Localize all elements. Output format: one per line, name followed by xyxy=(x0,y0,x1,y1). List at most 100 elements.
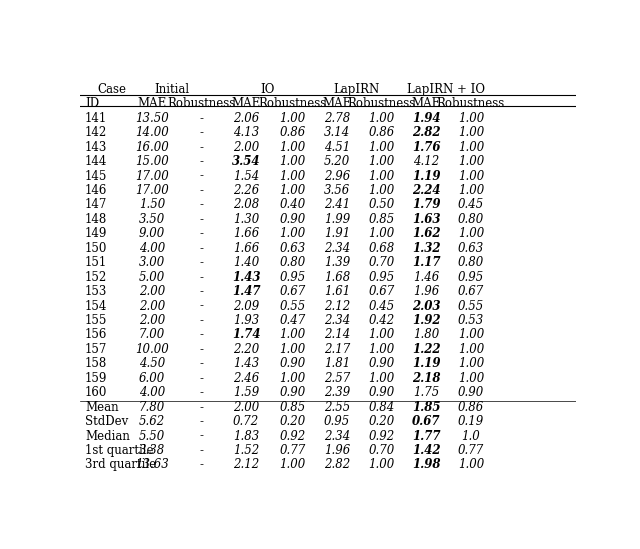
Text: 155: 155 xyxy=(85,314,108,327)
Text: 0.20: 0.20 xyxy=(279,415,305,428)
Text: 0.63: 0.63 xyxy=(279,242,305,255)
Text: ID: ID xyxy=(85,97,99,110)
Text: 1.00: 1.00 xyxy=(369,372,395,385)
Text: 0.63: 0.63 xyxy=(458,242,484,255)
Text: 0.42: 0.42 xyxy=(369,314,395,327)
Text: 2.03: 2.03 xyxy=(412,300,440,312)
Text: Mean: Mean xyxy=(85,401,118,414)
Text: 1.62: 1.62 xyxy=(412,227,440,240)
Text: 7.80: 7.80 xyxy=(139,401,165,414)
Text: 1.66: 1.66 xyxy=(233,242,259,255)
Text: 1.39: 1.39 xyxy=(324,256,350,269)
Text: MAE: MAE xyxy=(412,97,441,110)
Text: 0.55: 0.55 xyxy=(279,300,305,312)
Text: 1.61: 1.61 xyxy=(324,285,350,298)
Text: 0.67: 0.67 xyxy=(369,285,395,298)
Text: 1.00: 1.00 xyxy=(458,227,484,240)
Text: -: - xyxy=(200,184,204,197)
Text: 0.77: 0.77 xyxy=(279,444,305,457)
Text: 1.96: 1.96 xyxy=(413,285,439,298)
Text: 152: 152 xyxy=(85,271,108,284)
Text: 10.00: 10.00 xyxy=(135,343,169,356)
Text: -: - xyxy=(200,227,204,240)
Text: 5.00: 5.00 xyxy=(139,271,165,284)
Text: 2.24: 2.24 xyxy=(412,184,440,197)
Text: 0.19: 0.19 xyxy=(458,415,484,428)
Text: 1.00: 1.00 xyxy=(369,184,395,197)
Text: 1.17: 1.17 xyxy=(412,256,440,269)
Text: 0.90: 0.90 xyxy=(369,357,395,371)
Text: 7.00: 7.00 xyxy=(139,328,165,341)
Text: 0.70: 0.70 xyxy=(369,256,395,269)
Text: -: - xyxy=(200,285,204,298)
Text: 1.66: 1.66 xyxy=(233,227,259,240)
Text: 0.95: 0.95 xyxy=(458,271,484,284)
Text: 1.0: 1.0 xyxy=(461,430,480,442)
Text: 1.77: 1.77 xyxy=(412,430,440,442)
Text: 149: 149 xyxy=(85,227,108,240)
Text: 159: 159 xyxy=(85,372,108,385)
Text: 1.00: 1.00 xyxy=(279,112,305,125)
Text: 143: 143 xyxy=(85,141,108,154)
Text: 1.00: 1.00 xyxy=(458,458,484,472)
Text: 1.00: 1.00 xyxy=(279,170,305,183)
Text: 1.22: 1.22 xyxy=(412,343,440,356)
Text: 0.85: 0.85 xyxy=(279,401,305,414)
Text: 4.00: 4.00 xyxy=(139,386,165,399)
Text: -: - xyxy=(200,415,204,428)
Text: 0.40: 0.40 xyxy=(279,198,305,211)
Text: 1.00: 1.00 xyxy=(458,184,484,197)
Text: 2.00: 2.00 xyxy=(233,141,259,154)
Text: -: - xyxy=(200,300,204,312)
Text: 4.13: 4.13 xyxy=(233,126,259,139)
Text: Median: Median xyxy=(85,430,130,442)
Text: 0.95: 0.95 xyxy=(369,271,395,284)
Text: -: - xyxy=(200,213,204,226)
Text: -: - xyxy=(200,126,204,139)
Text: 141: 141 xyxy=(85,112,108,125)
Text: 2.57: 2.57 xyxy=(324,372,350,385)
Text: 1.93: 1.93 xyxy=(233,314,259,327)
Text: -: - xyxy=(200,343,204,356)
Text: Case: Case xyxy=(98,83,127,96)
Text: 1.96: 1.96 xyxy=(324,444,350,457)
Text: 1.00: 1.00 xyxy=(369,328,395,341)
Text: -: - xyxy=(200,386,204,399)
Text: 1.94: 1.94 xyxy=(412,112,440,125)
Text: 2.55: 2.55 xyxy=(324,401,350,414)
Text: -: - xyxy=(200,256,204,269)
Text: 0.90: 0.90 xyxy=(458,386,484,399)
Text: 0.86: 0.86 xyxy=(279,126,305,139)
Text: 2.46: 2.46 xyxy=(233,372,259,385)
Text: 2.34: 2.34 xyxy=(324,430,350,442)
Text: 3rd quartile: 3rd quartile xyxy=(85,458,156,472)
Text: 0.80: 0.80 xyxy=(458,213,484,226)
Text: 1.46: 1.46 xyxy=(413,271,439,284)
Text: 3.50: 3.50 xyxy=(139,213,165,226)
Text: 16.00: 16.00 xyxy=(135,141,169,154)
Text: 9.00: 9.00 xyxy=(139,227,165,240)
Text: 1.00: 1.00 xyxy=(369,170,395,183)
Text: 0.67: 0.67 xyxy=(412,415,440,428)
Text: 2.00: 2.00 xyxy=(233,401,259,414)
Text: MAE: MAE xyxy=(138,97,166,110)
Text: 158: 158 xyxy=(85,357,108,371)
Text: 2.34: 2.34 xyxy=(324,242,350,255)
Text: 3.54: 3.54 xyxy=(232,155,260,168)
Text: 151: 151 xyxy=(85,256,108,269)
Text: 1.00: 1.00 xyxy=(369,227,395,240)
Text: 1.00: 1.00 xyxy=(458,155,484,168)
Text: 0.67: 0.67 xyxy=(458,285,484,298)
Text: 1.50: 1.50 xyxy=(139,198,165,211)
Text: 1.00: 1.00 xyxy=(279,343,305,356)
Text: -: - xyxy=(200,271,204,284)
Text: 1.00: 1.00 xyxy=(458,170,484,183)
Text: 154: 154 xyxy=(85,300,108,312)
Text: LapIRN: LapIRN xyxy=(333,83,380,96)
Text: 1.30: 1.30 xyxy=(233,213,259,226)
Text: 0.20: 0.20 xyxy=(369,415,395,428)
Text: 0.70: 0.70 xyxy=(369,444,395,457)
Text: 2.12: 2.12 xyxy=(324,300,350,312)
Text: 1.81: 1.81 xyxy=(324,357,350,371)
Text: 1.79: 1.79 xyxy=(412,198,440,211)
